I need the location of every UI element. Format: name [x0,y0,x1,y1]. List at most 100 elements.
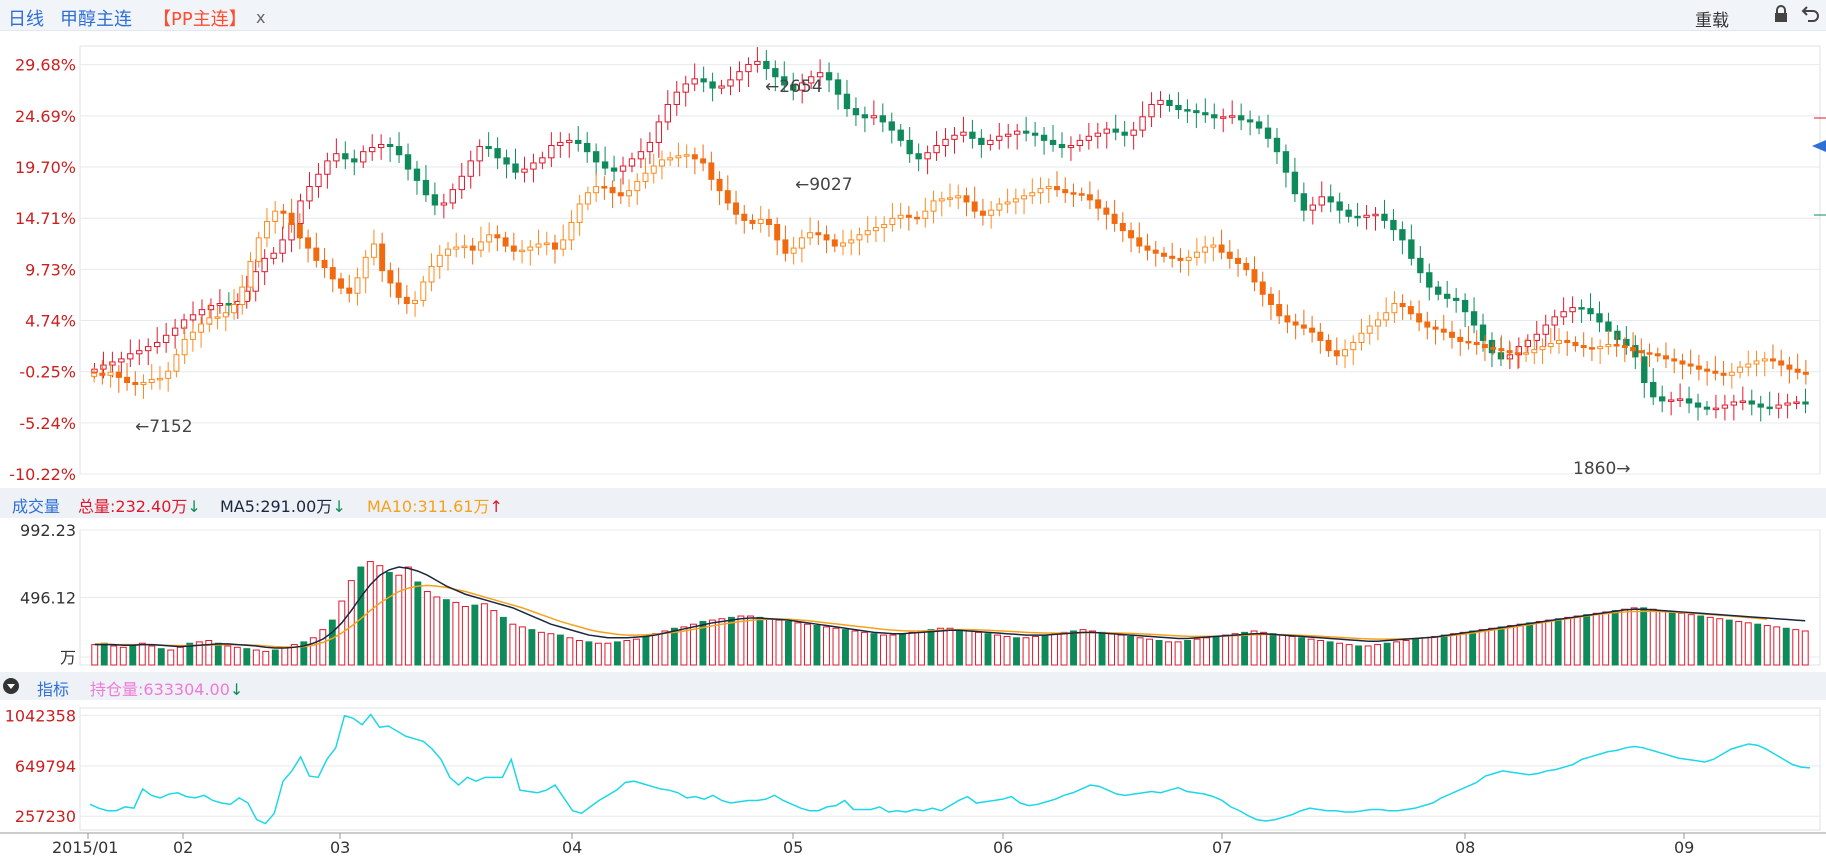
pp-candle [1246,119,1254,123]
annotation-label: ←2654 [765,77,823,97]
volume-bar [176,646,184,666]
volume-bar [328,619,336,666]
methanol-candle [1712,370,1719,374]
volume-bar [1117,634,1125,666]
volume-bar [1792,629,1800,666]
volume-bar [1241,631,1249,666]
methanol-candle [1062,189,1069,194]
pp-candle [1094,132,1101,137]
volume-bar [423,591,431,666]
volume-bar [642,635,650,666]
pp-candle [1229,115,1236,118]
pp-candle [503,157,510,165]
collapse-toggle-icon[interactable] [2,677,20,699]
volume-bar [100,642,108,666]
tab-methanol[interactable]: 甲醇主连 [60,9,132,30]
pp-candle [1363,214,1370,218]
methanol-candle [1193,251,1200,258]
methanol-candle [338,278,344,289]
methanol-candle [996,203,1003,211]
volume-bar [233,646,241,666]
pp-candle [1766,406,1773,410]
pp-candle [1694,402,1702,408]
close-tab-button[interactable]: x [256,8,266,27]
pp-candle [924,152,931,160]
volume-bar [1089,630,1096,666]
methanol-candle [1613,344,1620,347]
methanol-candle [897,214,904,219]
pp-candle [673,91,680,105]
volume-bar [490,610,498,666]
volume-bar [594,642,602,666]
methanol-candle [527,246,534,251]
methanol-candle [1012,198,1019,203]
annotation-label: 1860→ [1573,459,1631,479]
methanol-candle [1679,360,1686,365]
undo-icon[interactable] [1800,5,1820,28]
methanol-candle [255,237,262,262]
pp-candle [1596,313,1603,323]
volume-bar [1621,608,1629,666]
volume-label[interactable]: 成交量 [12,497,61,516]
pp-candle [1587,308,1594,315]
pp-candle [655,121,663,143]
pp-candle [825,72,833,81]
methanol-candle [840,242,846,247]
methanol-candle [1531,349,1538,354]
methanol-candle [1119,222,1126,232]
tab-daily[interactable]: 日线 [8,9,44,30]
open-interest-chart: 1042358 649794 257230 2015/01 02 03 04 05 06 07 08… [0,706,1826,857]
volume-bar [309,637,317,666]
methanol-candle [667,157,674,161]
pp-candle [395,146,403,156]
methanol-candle [576,203,583,223]
methanol-candle [346,287,353,294]
methanol-candle [189,331,196,340]
methanol-candle [1235,257,1242,264]
pp-candle [1103,128,1110,134]
volume-bar [1070,630,1077,666]
volume-bar [575,640,583,666]
pp-candle [1202,112,1209,116]
pp-candle [1336,201,1343,211]
methanol-candle [1523,352,1530,355]
month-label: 07 [1212,838,1232,857]
pp-candle [189,314,197,321]
volume-bar [1611,610,1619,666]
volume-bar [119,646,127,666]
pp-candle [1014,130,1021,135]
methanol-candle [288,212,295,226]
tab-pp-main[interactable]: 【PP主连】 [153,9,247,30]
volume-bar [376,565,384,666]
pp-candle [960,131,967,136]
methanol-candle [543,242,550,245]
pp-candle [100,364,107,370]
lock-icon[interactable] [1772,5,1790,28]
month-label: 08 [1455,838,1475,857]
methanol-candle [272,210,279,222]
volume-bar [718,618,726,666]
methanol-candle [1802,371,1809,375]
volume-bar [1051,633,1058,666]
volume-bar [661,630,669,666]
methanol-candle [1514,352,1521,355]
volume-bar [1583,614,1591,666]
pp-candle [342,153,349,160]
methanol-candle [1045,186,1052,190]
pp-candle [1650,381,1657,398]
methanol-candle [469,245,476,251]
methanol-candle [453,246,460,250]
reload-button[interactable]: 重载 [1695,11,1729,31]
pp-candle [1058,143,1066,149]
pp-candle [1757,403,1764,408]
methanol-candle [1210,244,1217,248]
indicator-label[interactable]: 指标 [37,680,70,699]
methanol-candle [387,270,394,284]
methanol-candle [872,227,879,232]
pp-candle [557,141,564,147]
pp-candle [790,84,797,91]
ma10-line [94,584,1768,648]
methanol-candle [1342,349,1348,357]
volume-bar [186,642,194,666]
methanol-candle [979,210,986,216]
